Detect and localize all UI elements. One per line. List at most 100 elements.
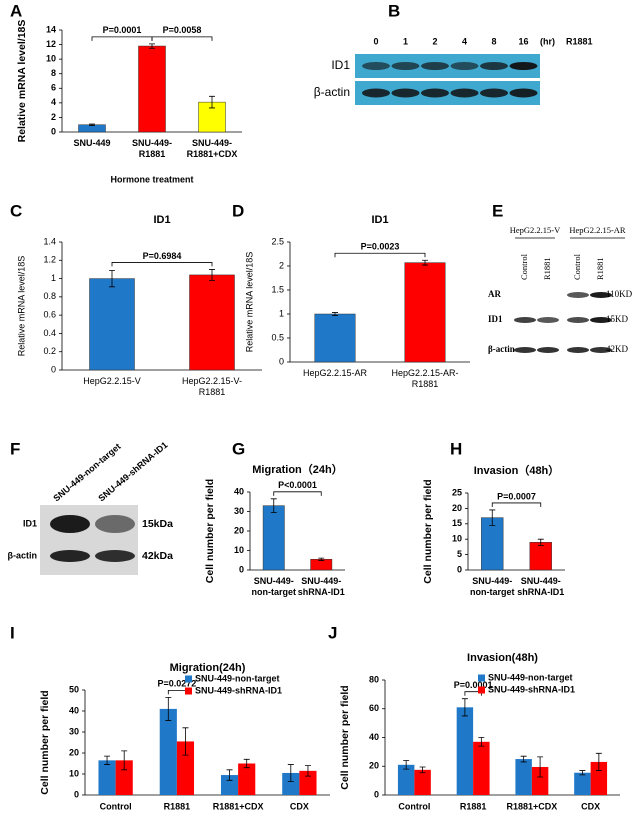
y-tick-label: 8: [51, 68, 56, 78]
x-tick-label: HepG2.2.15-V-R1881: [182, 376, 242, 397]
x-tick-label-line: R1881: [412, 379, 439, 389]
p-value: P=0.0023: [361, 242, 400, 252]
blot-band: [50, 515, 90, 533]
y-tick-label: 0.5: [271, 332, 284, 342]
lane-label: 2: [432, 36, 437, 46]
blot-band: [480, 88, 508, 98]
y-tick-label: 0.6: [43, 310, 56, 320]
y-tick-label: 0.8: [43, 291, 56, 301]
error-bar: [537, 538, 544, 546]
blot-band: [450, 88, 479, 98]
row-label: β-actin: [488, 344, 515, 354]
bar: [282, 772, 300, 795]
y-tick-label: 20: [234, 525, 244, 535]
size-label: 42KD: [606, 344, 628, 354]
blot-band: [567, 317, 589, 323]
error-bar: [537, 756, 544, 778]
y-tick-label: 1.4: [43, 236, 56, 246]
significance-bracket: [273, 491, 322, 496]
y-tick-label: 0: [51, 126, 56, 136]
error-bar: [165, 696, 172, 721]
legend-label: SNU-449-shRNA-ID1: [488, 684, 575, 694]
y-tick-label: 50: [69, 684, 79, 694]
legend-label: SNU-449-shRNA-ID1: [195, 685, 282, 695]
y-tick-label: 0: [239, 564, 244, 574]
y-tick-label: 25: [452, 487, 462, 497]
legend-swatch: [478, 674, 485, 682]
blot-band: [590, 292, 612, 298]
bar: [299, 770, 317, 795]
x-tick-label: SNU-449-R1881: [132, 138, 172, 159]
error-bar: [579, 770, 586, 776]
row-label: β-actin: [314, 85, 350, 99]
blot-membrane: [40, 505, 138, 575]
y-tick-label: 20: [369, 761, 379, 771]
group-label: HepG2.2.15-AR: [569, 225, 626, 235]
y-tick-label: 20: [69, 747, 79, 757]
y-tick-label: 0.4: [43, 328, 56, 338]
x-tick-label-line: HepG2.2.15-AR-: [391, 368, 458, 378]
significance-bracket: [491, 502, 542, 507]
y-tick-label: 60: [369, 703, 379, 713]
y-tick-label: 12: [46, 39, 56, 49]
x-tick-label: SNU-449-shRNA-ID1: [298, 576, 345, 597]
bar: [456, 707, 474, 795]
p-value: P=0.0001: [454, 680, 493, 690]
y-axis-label: Cell number per field: [422, 479, 434, 583]
chart-title: Migration（24h）: [252, 463, 342, 476]
legend-swatch: [185, 675, 192, 683]
blot-band: [509, 88, 538, 98]
error-bar: [121, 750, 128, 771]
bar: [574, 772, 591, 795]
y-tick-label: 0: [457, 564, 462, 574]
y-tick-label: 15: [452, 518, 462, 528]
x-tick-label: HepG2.2.15-AR: [303, 368, 368, 378]
blot-band: [590, 347, 612, 353]
bar: [414, 769, 431, 795]
lane-label: 16: [518, 36, 528, 46]
chart-title: Migration(24h): [170, 662, 246, 674]
bar: [531, 766, 549, 795]
error-bar: [182, 727, 189, 756]
error-bar: [226, 769, 233, 781]
blot-band: [567, 347, 589, 353]
blot-band: [567, 292, 589, 298]
y-axis-label: Relative mRNA level/18S: [244, 252, 254, 353]
lane-label: 0: [373, 36, 378, 46]
significance-bracket: [167, 689, 186, 695]
bar: [262, 505, 285, 571]
blot-band: [537, 317, 559, 323]
x-tick-label: HepG2.2.15-V: [83, 376, 141, 386]
y-tick-label: 30: [69, 726, 79, 736]
chart-title: Invasion（48h）: [474, 464, 560, 477]
y-tick-label: 14: [46, 24, 56, 34]
y-axis-label: Cell number per field: [39, 690, 51, 794]
legend-swatch: [185, 687, 192, 695]
y-tick-label: 30: [234, 506, 244, 516]
x-tick-label-line: SNU-449-: [472, 576, 512, 586]
error-bar: [461, 698, 468, 717]
y-tick-label: 10: [69, 768, 79, 778]
bar: [515, 759, 532, 795]
lane-label: R1881: [595, 257, 605, 280]
y-tick-label: 0.2: [43, 346, 56, 356]
x-tick-label: SNU-449-non-target: [470, 576, 515, 597]
blot-band: [391, 62, 420, 70]
y-tick-label: 0: [51, 364, 56, 374]
error-bar: [104, 755, 111, 765]
p-value: P=0.0001: [103, 25, 142, 35]
panel-letter: G: [232, 439, 245, 458]
y-tick-label: 10: [46, 54, 56, 64]
size-label: 15KD: [606, 314, 628, 324]
y-axis-label: Cell number per field: [204, 479, 216, 583]
error-bar: [403, 760, 410, 770]
panel-letter: F: [10, 439, 20, 458]
panel-letter: D: [232, 201, 244, 220]
error-bar: [209, 95, 215, 109]
x-tick-label: R1881+CDX: [506, 801, 557, 811]
x-tick-label: Control: [398, 801, 430, 811]
error-bar: [489, 509, 496, 526]
p-value: P=0.0007: [497, 491, 536, 501]
blot-band: [480, 62, 508, 70]
